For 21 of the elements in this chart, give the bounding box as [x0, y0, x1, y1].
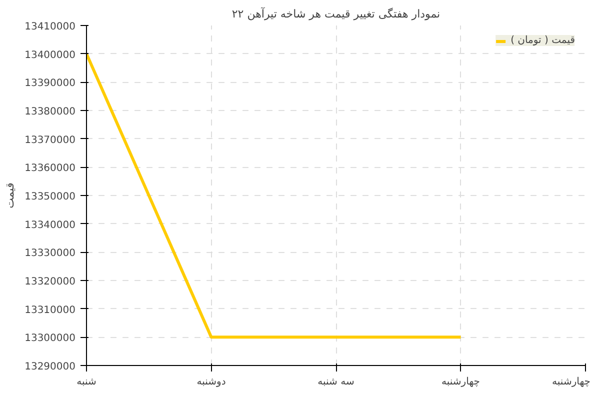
- x-tick-label: دوشنبه: [196, 376, 226, 388]
- y-tick-label: 13390000: [24, 78, 76, 90]
- y-tick-label: 13400000: [24, 50, 76, 61]
- y-tick-label: 13410000: [24, 22, 76, 32]
- y-tick-label: 13290000: [24, 362, 76, 372]
- legend-label: قیمت ( تومان ): [510, 35, 575, 46]
- y-tick-label: 13310000: [24, 304, 76, 316]
- x-tick-label: شنبه: [76, 376, 96, 388]
- chart-title: نمودار هفتگی تغییر قیمت هر شاخه تیرآهن ۲۲: [232, 6, 440, 20]
- y-tick-label: 13350000: [24, 192, 76, 202]
- x-tick-label: چهارشنبه: [552, 376, 591, 388]
- y-tick-label: 13360000: [24, 163, 76, 174]
- x-tick-label: سه شنبه: [318, 376, 354, 388]
- y-tick-label: 13320000: [24, 276, 76, 288]
- y-tick-label: 13340000: [24, 220, 76, 231]
- y-tick-label: 13300000: [24, 333, 76, 344]
- y-axis-title: قیمت: [4, 182, 17, 208]
- x-tick-label: چهارشنبه: [442, 376, 480, 388]
- y-tick-label: 13330000: [24, 248, 76, 260]
- y-tick-label: 13380000: [24, 106, 76, 118]
- y-tick-label: 13370000: [24, 134, 76, 146]
